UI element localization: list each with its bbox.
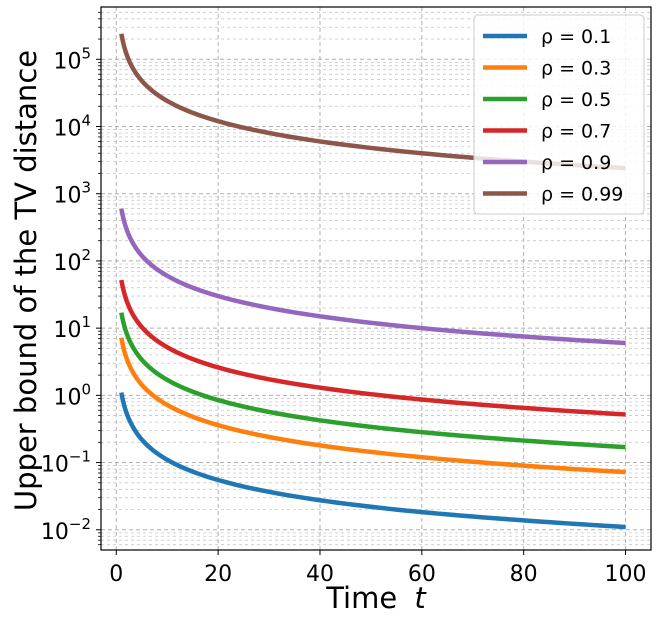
legend-label: ρ = 0.7 — [541, 121, 611, 143]
x-tick-label: 20 — [204, 562, 232, 587]
plot-frame — [100, 6, 652, 551]
series-line — [119, 33, 626, 171]
legend-label: ρ = 0.5 — [541, 89, 611, 111]
tick-layer: 0 20 40 60 80 100 10−2 10−1 100 101 102 103 104 105 — [41, 11, 647, 587]
x-axis-title-text: Time — [325, 581, 397, 615]
y-tick-label: 105 — [53, 44, 91, 74]
legend-label: ρ = 0.3 — [541, 58, 611, 80]
y-tick-label: 103 — [53, 179, 91, 209]
series-line — [119, 392, 626, 530]
legend-label: ρ = 0.9 — [541, 152, 611, 174]
x-tick-label: 60 — [408, 562, 436, 587]
series-line — [119, 279, 626, 417]
series-line — [119, 208, 626, 346]
legend-label: ρ = 0.99 — [541, 184, 623, 206]
y-tick-label: 101 — [53, 313, 91, 343]
series-layer — [119, 33, 626, 530]
x-axis-title-italic: t — [414, 581, 427, 615]
legend-label: ρ = 0.1 — [541, 26, 611, 48]
x-tick-label: 40 — [306, 562, 334, 587]
y-tick-label: 104 — [53, 112, 91, 142]
series-line — [119, 312, 626, 450]
x-tick-label: 100 — [605, 562, 647, 587]
legend: ρ = 0.1 ρ = 0.3 ρ = 0.5 ρ = 0.7 ρ = 0.9 ρ = 0… — [473, 14, 645, 215]
x-axis-title: Time t — [325, 581, 427, 615]
y-tick-label: 102 — [53, 246, 91, 276]
x-tick-label: 80 — [510, 562, 538, 587]
y-axis-title: Upper bound of the TV distance — [9, 50, 43, 511]
y-tick-label: 10−2 — [41, 515, 91, 545]
y-tick-label: 100 — [53, 380, 91, 410]
y-tick-label: 10−1 — [41, 448, 91, 478]
series-line — [119, 337, 626, 475]
x-tick-label: 0 — [109, 562, 123, 587]
